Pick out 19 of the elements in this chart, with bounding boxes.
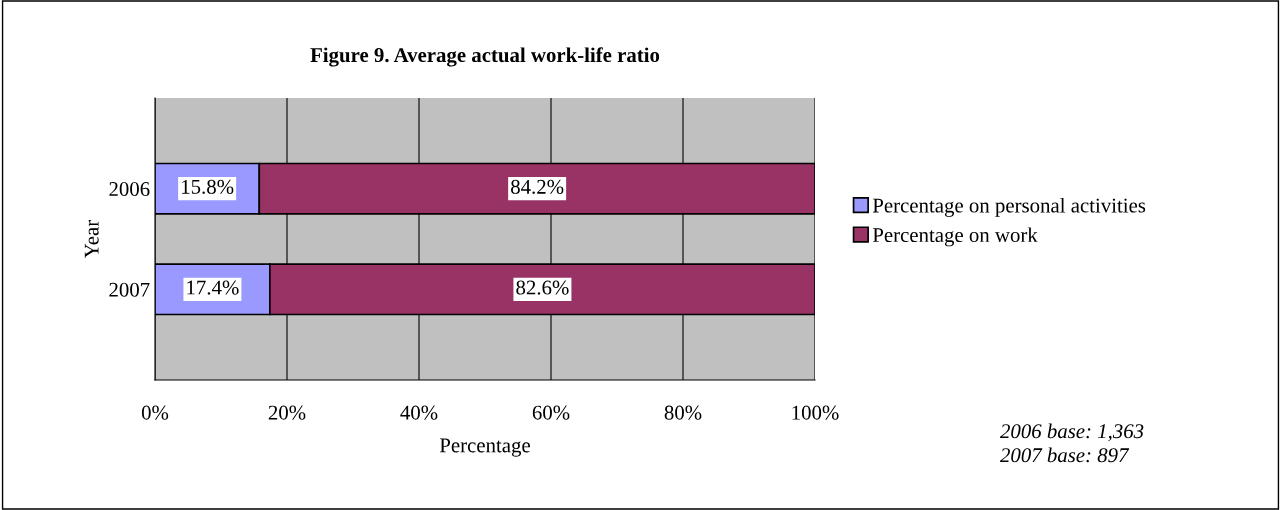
data-label: 82.6% — [516, 280, 569, 295]
text: 2006 base: 1,363 — [1000, 423, 1144, 442]
x-axis-title: Percentage — [439, 438, 530, 457]
legend-label: Percentage on personal activities — [872, 197, 1146, 217]
data-label: 84.2% — [511, 179, 564, 194]
x-tick-label: 0% — [141, 405, 169, 420]
data-label: 15.8% — [182, 179, 234, 194]
y-axis-title: Year — [84, 219, 99, 258]
y-tick-label: 2007 — [109, 282, 150, 297]
x-tick-label: 20% — [268, 405, 306, 420]
legend-label: Percentage on work — [872, 227, 1038, 247]
data-label: 17.4% — [187, 280, 239, 295]
x-tick-label: 100% — [792, 405, 839, 420]
text: 2007 base: 897 — [1000, 447, 1130, 463]
x-tick-label: 40% — [400, 405, 438, 420]
x-tick-label: 60% — [532, 405, 570, 420]
x-tick-label: 80% — [664, 405, 702, 420]
chart-title: Figure 9. Average actual work-life ratio — [310, 47, 660, 67]
y-tick-label: 2006 — [109, 182, 150, 197]
